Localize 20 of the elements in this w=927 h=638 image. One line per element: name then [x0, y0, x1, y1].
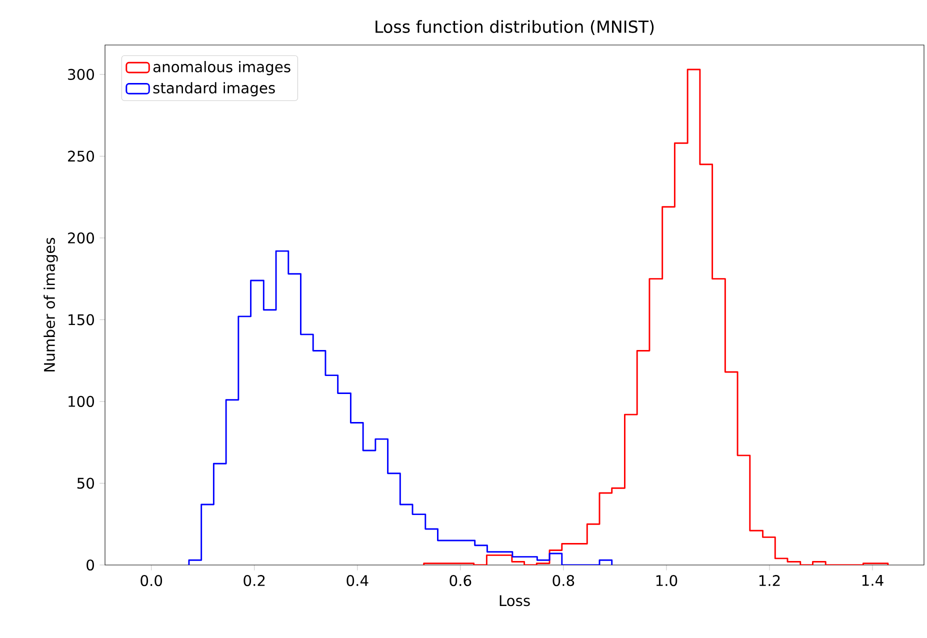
- y-tick-label: 50: [77, 478, 94, 489]
- chart-title: Loss function distribution (MNIST): [376, 20, 654, 35]
- x-tick-label: 0.0: [140, 575, 162, 586]
- legend-label: anomalous images: [153, 60, 290, 76]
- x-tick-label: 1.2: [759, 575, 780, 586]
- y-tick-label: 250: [68, 150, 94, 162]
- x-tick-label: 0.6: [450, 575, 472, 586]
- x-tick-label: 0.8: [552, 575, 574, 586]
- x-tick-label: 1.4: [862, 575, 884, 586]
- y-axis-title: Number of images: [44, 238, 58, 372]
- x-tick-label: 1.0: [656, 575, 678, 586]
- y-tick-label: 300: [68, 68, 94, 80]
- x-tick-label: 0.4: [346, 575, 368, 586]
- y-tick-label: 150: [68, 314, 94, 326]
- x-tick-label: 0.2: [244, 575, 265, 586]
- y-tick-label: 0: [86, 559, 94, 571]
- y-tick-label: 100: [68, 396, 94, 408]
- legend-label: standard images: [153, 82, 275, 96]
- x-axis-title: Loss: [500, 595, 530, 606]
- y-tick-label: 200: [68, 232, 94, 244]
